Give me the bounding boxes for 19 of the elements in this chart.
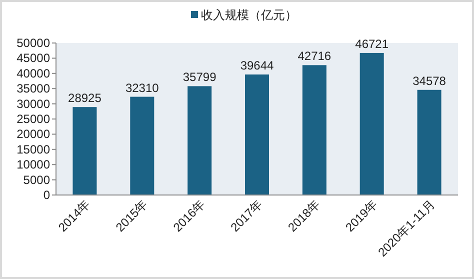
y-tick-label: 0: [43, 188, 50, 202]
y-tick-label: 35000: [16, 82, 50, 96]
y-tick-label: 50000: [16, 36, 50, 50]
data-label: 32310: [125, 80, 160, 95]
data-label: 46721: [355, 36, 389, 51]
y-tick-label: 45000: [16, 51, 50, 66]
y-tick-label: 20000: [16, 127, 50, 142]
y-tick-label: 40000: [16, 66, 50, 80]
y-tick-label: 25000: [16, 112, 50, 126]
y-tick-label: 30000: [16, 96, 50, 111]
data-label: 28925: [68, 91, 102, 106]
data-label: 34578: [412, 74, 446, 88]
y-tick-label: 15000: [16, 142, 50, 156]
data-label: 39644: [240, 58, 274, 72]
y-tick-label: 10000: [16, 158, 50, 172]
y-tick-label: 5000: [23, 172, 50, 187]
legend: 收入规模（亿元）: [191, 8, 297, 22]
data-label: 42716: [298, 49, 332, 64]
data-label: 35799: [182, 70, 217, 84]
